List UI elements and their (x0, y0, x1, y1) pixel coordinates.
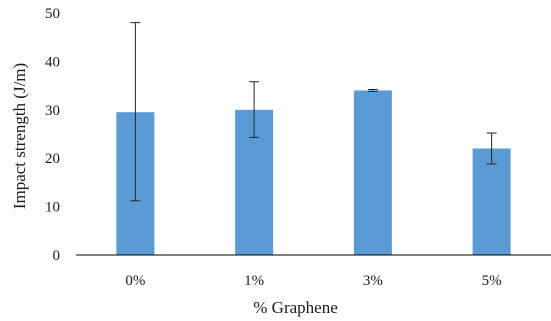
error-bar-0% (130, 22, 141, 202)
error-bar-5% (486, 132, 497, 165)
y-tick-label: 10 (45, 200, 60, 216)
y-tick-label: 50 (45, 6, 60, 22)
bars (116, 90, 511, 255)
bar-5% (472, 148, 511, 255)
x-tick-label: 1% (244, 273, 264, 289)
y-axis-ticks: 0 10 20 30 40 50 (45, 6, 60, 264)
y-tick-label: 0 (53, 248, 61, 264)
y-tick-label: 30 (45, 103, 60, 119)
x-axis-title: % Graphene (253, 298, 338, 317)
bar-3% (353, 90, 392, 255)
y-tick-label: 20 (45, 151, 60, 167)
y-tick-label: 40 (45, 54, 60, 70)
error-bars (130, 22, 497, 202)
error-bar-1% (249, 81, 260, 138)
x-tick-label: 3% (363, 273, 383, 289)
error-bar-3% (367, 88, 378, 92)
x-tick-label: 5% (482, 273, 502, 289)
x-tick-label: 0% (125, 273, 145, 289)
x-axis-ticks: 0% 1% 3% 5% (125, 273, 501, 289)
y-axis-title: Impact strength (J/m) (10, 63, 29, 209)
